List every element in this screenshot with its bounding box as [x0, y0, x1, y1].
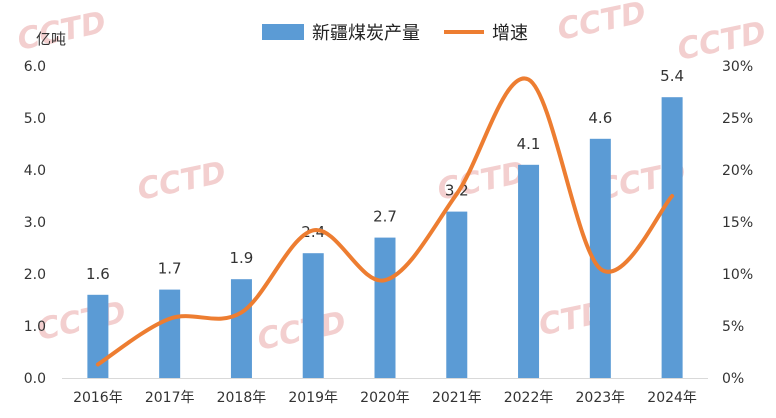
x-tick-label: 2016年: [73, 390, 123, 406]
x-tick-label: 2024年: [647, 390, 697, 406]
y-right-tick-label: 0%: [722, 371, 744, 387]
bar-data-label: 1.6: [86, 265, 110, 283]
y-left-tick-label: 5.0: [24, 111, 46, 127]
legend-bar-swatch: [262, 24, 304, 40]
y-right-tick-label: 10%: [722, 267, 753, 283]
y-right-tick-label: 15%: [722, 215, 753, 231]
y-left-tick-label: 2.0: [24, 267, 46, 283]
y-left-tick-label: 4.0: [24, 163, 46, 179]
legend-bar-label: 新疆煤炭产量: [312, 23, 420, 44]
x-tick-label: 2017年: [145, 390, 195, 406]
x-tick-label: 2022年: [504, 390, 554, 406]
legend-line-label: 增速: [492, 23, 528, 44]
bar-data-label: 1.7: [158, 260, 182, 278]
y-left-tick-label: 6.0: [24, 59, 46, 75]
bar-2018年: [230, 279, 252, 378]
growth-rate-line: [95, 76, 675, 367]
x-tick-label: 2018年: [217, 390, 267, 406]
x-tick-label: 2020年: [360, 390, 410, 406]
y-right-tick-label: 30%: [722, 59, 753, 75]
bar-2020年: [374, 237, 396, 378]
y-left-unit-label: 亿吨: [36, 30, 66, 48]
bar-2019年: [302, 253, 324, 378]
y-left-tick-label: 1.0: [24, 319, 46, 335]
bar-data-label: 2.7: [373, 208, 397, 226]
x-tick-label: 2021年: [432, 390, 482, 406]
y-right-tick-label: 25%: [722, 111, 753, 127]
watermark-text: CCTD: [34, 295, 129, 348]
bar-2023年: [589, 138, 611, 378]
bar-data-label: 1.9: [230, 249, 254, 267]
bar-2021年: [446, 211, 468, 378]
bar-data-label: 4.1: [517, 135, 541, 153]
bar-2016年: [87, 294, 109, 378]
y-right-tick-label: 5%: [722, 319, 744, 335]
y-left-tick-label: 3.0: [24, 215, 46, 231]
bar-data-label: 5.4: [660, 67, 684, 85]
bar-data-label: 4.6: [588, 109, 612, 127]
bar-2022年: [518, 164, 540, 378]
bar-2024年: [661, 97, 683, 378]
y-right-tick-label: 20%: [722, 163, 753, 179]
x-tick-label: 2019年: [288, 390, 338, 406]
y-left-tick-label: 0.0: [24, 371, 46, 387]
watermark-text: CCTD: [254, 305, 349, 358]
x-tick-label: 2023年: [576, 390, 626, 406]
watermark-text: CCTD: [134, 155, 229, 208]
watermark-text: CCTD: [554, 0, 649, 48]
bar-2017年: [159, 289, 181, 378]
